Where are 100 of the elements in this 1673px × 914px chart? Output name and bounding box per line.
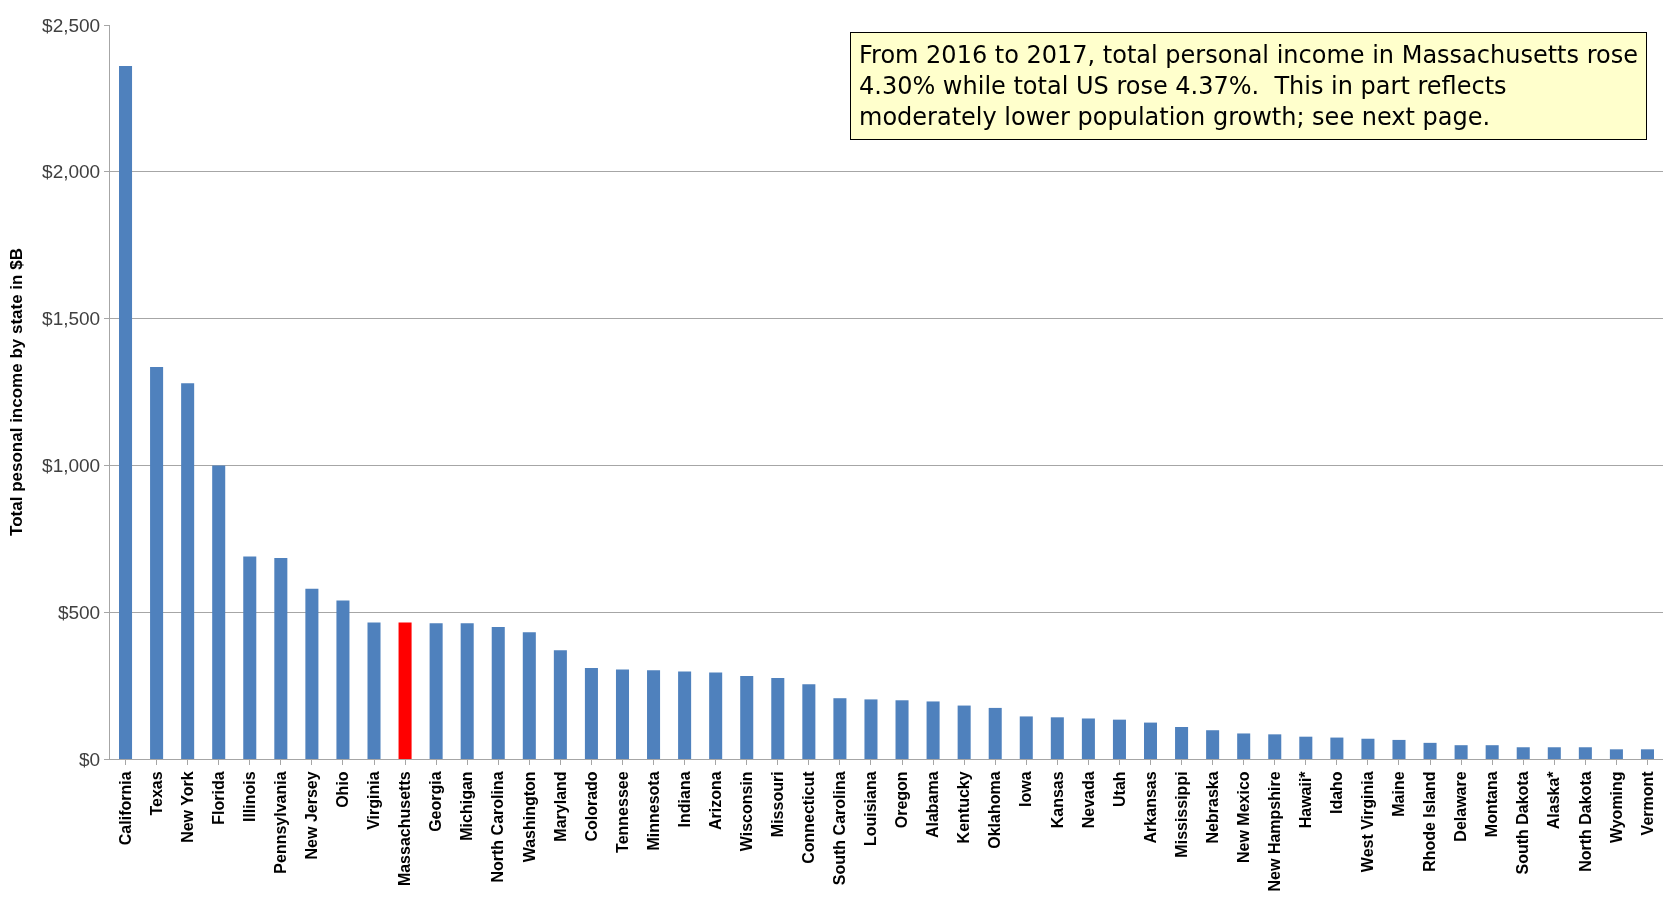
x-tick-label: Arkansas	[1141, 771, 1159, 844]
x-tick-label: Virginia	[365, 771, 383, 830]
x-tick-label: Indiana	[675, 771, 693, 828]
x-tick-label: Texas	[147, 771, 165, 816]
bar	[678, 671, 692, 759]
bar	[429, 623, 443, 759]
x-tick-label: New Hampshire	[1265, 771, 1283, 892]
x-tick-label: Tennessee	[613, 771, 631, 853]
x-tick-label: Georgia	[427, 771, 445, 832]
x-tick-label: Nevada	[1079, 771, 1097, 829]
annotation: From 2016 to 2017, total personal income in Massachusetts rose 4.30% while total US rose 4.37%. This in part reflects moderately lower population growth; see next page.	[859, 41, 1638, 132]
y-tick-label: $2,500	[42, 14, 101, 36]
x-tick-label: Minnesota	[644, 771, 662, 851]
bar	[1268, 734, 1282, 759]
bar	[1609, 749, 1623, 759]
bar	[957, 705, 971, 759]
bar	[1547, 747, 1561, 759]
bar	[615, 669, 630, 759]
x-tick-label: Ohio	[334, 771, 352, 808]
bar	[1454, 745, 1468, 759]
bar	[460, 623, 474, 759]
bar	[274, 557, 288, 759]
bar	[1640, 749, 1654, 759]
bar	[988, 707, 1002, 759]
x-tick-label: Florida	[209, 771, 227, 825]
y-tick-label: $500	[57, 601, 101, 623]
x-tick-label: Montana	[1483, 771, 1501, 838]
x-tick-label: Illinois	[240, 771, 258, 823]
bar	[1299, 736, 1313, 759]
x-tick-label: Wisconsin	[737, 771, 755, 852]
x-tick-label: West Virginia	[1359, 771, 1377, 873]
x-tick-label: Wyoming	[1607, 771, 1625, 844]
bar	[1237, 733, 1251, 759]
bar	[1019, 716, 1033, 759]
bar	[584, 667, 598, 759]
bar	[1330, 737, 1344, 759]
x-tick-label: Arizona	[706, 771, 724, 831]
bar	[1516, 747, 1530, 759]
bar	[150, 367, 164, 759]
x-tick-label: Alabama	[924, 771, 942, 839]
bar	[926, 701, 940, 759]
bar	[553, 650, 567, 759]
x-tick-label: Vermont	[1638, 770, 1656, 836]
x-tick-label: Utah	[1110, 771, 1128, 807]
y-tick-label: $0	[79, 748, 101, 770]
bar	[833, 698, 847, 759]
bar	[1392, 739, 1406, 759]
x-tick-label: Iowa	[1017, 771, 1035, 807]
bar	[895, 700, 909, 759]
x-tick-label: Oregon	[893, 771, 911, 829]
x-tick-label: Missouri	[768, 771, 786, 838]
x-tick-label: Louisiana	[862, 771, 880, 847]
bar	[1112, 719, 1126, 759]
x-tick-label: Massachusetts	[396, 771, 414, 887]
x-tick-label: North Dakota	[1576, 771, 1594, 872]
x-tick-label: New Jersey	[303, 771, 321, 860]
bar	[1081, 718, 1095, 759]
bar	[771, 677, 785, 759]
y-tick-label: $2,000	[42, 161, 101, 183]
bar	[119, 66, 133, 759]
bar	[1206, 730, 1220, 759]
bar	[305, 588, 319, 759]
bar	[1423, 742, 1437, 759]
x-tick-label: Alaska*	[1545, 770, 1563, 830]
bar	[709, 672, 723, 759]
x-tick-label: Pennsylvania	[272, 771, 290, 874]
bar	[1361, 738, 1375, 759]
x-tick-label: Idaho	[1328, 771, 1346, 815]
x-tick-label: Maine	[1390, 771, 1408, 817]
x-tick-label: Delaware	[1452, 771, 1470, 842]
bar	[1143, 722, 1158, 759]
x-tick-label: Nebraska	[1203, 771, 1221, 844]
bar	[802, 684, 816, 759]
x-tick-label: Washington	[520, 771, 538, 863]
bar	[522, 632, 536, 759]
x-tick-label: South Dakota	[1514, 771, 1532, 875]
x-tick-label: Kansas	[1048, 771, 1066, 829]
x-tick-label: North Carolina	[489, 771, 507, 883]
x-tick-label: Michigan	[458, 771, 476, 841]
x-tick-label: New York	[178, 771, 196, 843]
bar	[647, 670, 661, 759]
x-tick-label: Maryland	[551, 771, 569, 842]
bar	[1050, 717, 1064, 759]
x-tick-label: Hawaii*	[1297, 770, 1315, 829]
bar	[740, 675, 754, 759]
bar	[1175, 727, 1189, 759]
bar	[864, 699, 878, 759]
bar	[181, 383, 195, 759]
bar	[212, 465, 226, 759]
x-tick-label: California	[116, 771, 134, 846]
y-tick-label: $1,500	[42, 308, 101, 330]
y-axis-title: Total pesonal income by state in $B	[6, 248, 26, 536]
bar	[1578, 747, 1592, 759]
x-tick-label: Rhode Island	[1421, 771, 1439, 872]
x-tick-label: Colorado	[582, 771, 600, 842]
x-tick-label: Mississippi	[1172, 771, 1190, 858]
x-tick-label: South Carolina	[831, 771, 849, 886]
bar	[243, 556, 257, 759]
x-tick-label: New Mexico	[1234, 771, 1252, 863]
bar	[367, 622, 381, 759]
